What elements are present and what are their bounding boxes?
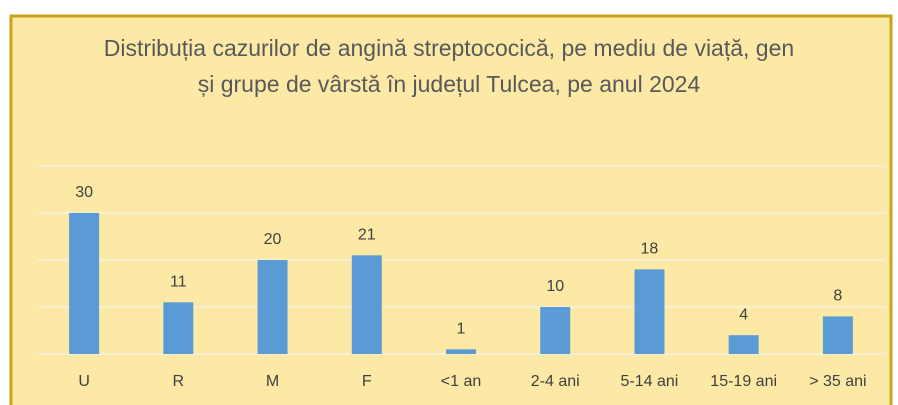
x-tick-label: R	[173, 373, 185, 390]
data-label: 1	[457, 321, 466, 338]
bar	[351, 255, 382, 354]
x-tick-label: > 35 ani	[809, 373, 866, 390]
x-tick-label: F	[362, 373, 372, 390]
bar	[728, 335, 759, 354]
x-tick-label: 5-14 ani	[621, 373, 679, 390]
bar	[69, 213, 100, 354]
x-tick-label: 2-4 ani	[531, 373, 580, 390]
data-label: 11	[170, 274, 187, 291]
data-label: 4	[739, 306, 748, 323]
bar	[163, 302, 194, 354]
data-label: 8	[833, 288, 842, 305]
data-label: 20	[264, 231, 282, 248]
bar	[540, 307, 571, 354]
x-tick-label: U	[78, 373, 90, 390]
data-label: 18	[641, 241, 659, 258]
x-tick-label: 15-19 ani	[710, 373, 777, 390]
x-tick-label: M	[266, 373, 279, 390]
bar	[257, 260, 288, 354]
data-label: 30	[75, 184, 93, 201]
data-label: 21	[358, 227, 376, 244]
bar	[446, 349, 476, 354]
x-tick-label: <1 an	[441, 373, 481, 390]
chart-title: Distribuția cazurilor de angină streptoc…	[103, 35, 795, 97]
bar	[822, 316, 853, 354]
bar	[634, 269, 665, 354]
data-label: 10	[546, 278, 564, 295]
